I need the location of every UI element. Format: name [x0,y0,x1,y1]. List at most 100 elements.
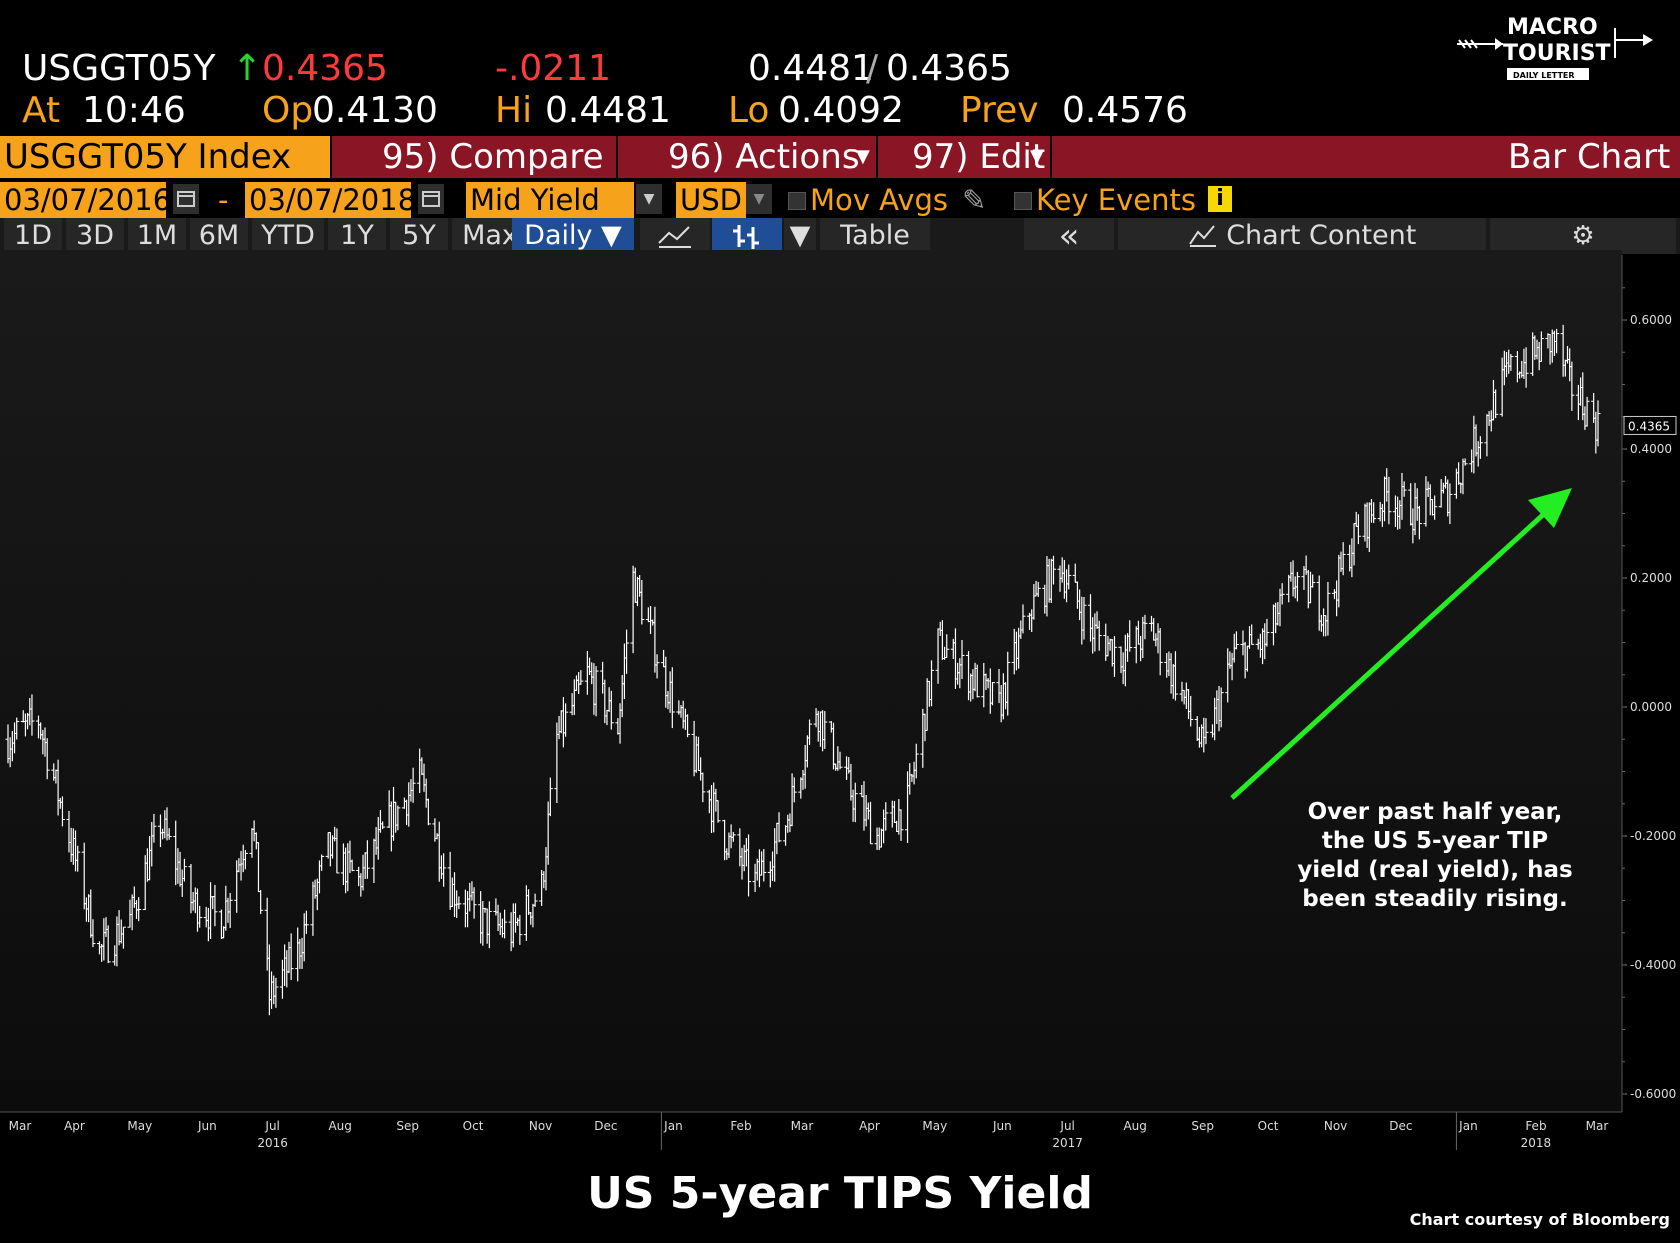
x-tick-label: Mar [9,1119,32,1133]
high-value: 0.4481 [545,90,671,131]
actions-button[interactable]: 96) Actions [668,137,860,177]
field-select[interactable]: Mid Yield [466,182,634,218]
edit-button[interactable]: 97) Edit [912,137,1046,177]
start-date-input[interactable]: 03/07/2016 [0,182,171,218]
toolbar-divider [876,136,878,178]
key-events-checkbox[interactable] [1014,192,1032,210]
info-icon[interactable]: i [1208,186,1232,212]
toolbar-bar [332,136,1680,178]
chart-content-label: Chart Content [1226,220,1417,251]
x-tick-label: Apr [64,1119,85,1133]
annotation-line: the US 5-year TIP [1321,828,1549,854]
x-year-label: 2017 [1052,1136,1083,1150]
chart-caption: US 5-year TIPS Yield [587,1168,1093,1219]
pencil-icon[interactable]: ✎ [962,183,987,217]
high-label: Hi [495,90,533,131]
y-tick-label: -0.4000 [1630,958,1676,972]
currency-dropdown-icon[interactable]: ▼ [746,184,772,214]
calendar-icon[interactable] [418,184,444,214]
x-tick-label: Jun [992,1119,1012,1133]
chart-style-dropdown-icon[interactable]: ▼ [784,218,816,254]
end-date-input[interactable]: 03/07/2018 [245,182,416,218]
x-tick-label: May [922,1119,947,1133]
svg-text:MACRO: MACRO [1507,15,1598,40]
toolbar-divider [616,136,618,178]
tab-5y[interactable]: 5Y [390,218,448,254]
chart-type-label[interactable]: Bar Chart [1508,137,1671,177]
net-change: -.0211 [495,48,612,89]
open-value: 0.4130 [312,90,438,131]
trend-arrow-head [1528,488,1572,528]
price-chart[interactable]: 0.6000 0.4000 0.2000 0.0000 -0.2000 -0.4000 -0… [0,250,1680,1155]
mov-avgs-label[interactable]: Mov Avgs [810,183,948,217]
low-label: Lo [728,90,770,131]
currency-select[interactable]: USD [676,182,746,218]
svg-text:DAILY LETTER: DAILY LETTER [1513,71,1575,80]
mov-avgs-checkbox[interactable] [788,192,806,210]
y-tick-label: 0.0000 [1630,700,1672,714]
annotation-line: yield (real yield), has [1297,857,1573,883]
x-tick-label: Jan [663,1119,683,1133]
x-tick-label: Jul [1059,1119,1074,1133]
last-price: 0.4365 [262,48,388,89]
y-tick-label: 0.2000 [1630,571,1672,585]
up-arrow-icon: ↑ [232,48,263,89]
bid-value: 0.4481 [748,48,874,89]
y-tick-label: -0.2000 [1630,829,1676,843]
tab-1m[interactable]: 1M [128,218,186,254]
x-tick-label: Jun [197,1119,217,1133]
settings-row: 03/07/2016 - 03/07/2018 Mid Yield ▼ USD … [0,182,1680,218]
key-events-label[interactable]: Key Events [1036,183,1196,217]
chart-content-button[interactable]: Chart Content [1118,218,1486,254]
open-label: Op [262,90,314,131]
x-tick-label: Jan [1458,1119,1478,1133]
last-price-label: 0.4365 [1628,419,1670,433]
x-tick-label: Feb [730,1119,751,1133]
x-tick-label: Mar [1586,1119,1609,1133]
chart-credit: Chart courtesy of Bloomberg [1409,1210,1670,1229]
plot-area [0,250,1622,1112]
svg-text:TOURIST: TOURIST [1503,41,1611,66]
trend-arrow-line [1230,511,1547,800]
x-tick-label: Aug [1123,1119,1146,1133]
table-button[interactable]: Table [820,218,930,254]
prev-label: Prev [960,90,1039,131]
ask-value: 0.4365 [886,48,1012,89]
x-tick-label: Oct [1258,1119,1279,1133]
ticker: USGGT05Y [22,48,216,89]
x-tick-label: May [127,1119,152,1133]
x-tick-label: Sep [1191,1119,1214,1133]
x-tick-label: Oct [463,1119,484,1133]
y-tick-label: 0.6000 [1630,313,1672,327]
x-tick-label: Sep [396,1119,419,1133]
x-year-label: 2016 [257,1136,288,1150]
x-tick-label: Feb [1525,1119,1546,1133]
edit-dropdown-icon[interactable]: ▼ [1030,146,1044,167]
at-label: At [22,90,61,131]
actions-dropdown-icon[interactable]: ▼ [856,146,870,167]
tab-6m[interactable]: 6M [190,218,248,254]
collapse-icon[interactable]: « [1024,218,1114,254]
period-select[interactable]: Daily ▼ [512,218,634,254]
annotation-line: Over past half year, [1307,799,1563,825]
chart-content-icon [1188,220,1227,251]
calendar-icon[interactable] [173,184,199,214]
x-tick-label: Apr [859,1119,880,1133]
bid-ask-separator: / [866,48,879,89]
tab-1y[interactable]: 1Y [328,218,386,254]
field-dropdown-icon[interactable]: ▼ [636,184,662,214]
tab-ytd[interactable]: YTD [252,218,324,254]
annotation-text: Over past half year, the US 5-year TIP y… [1255,798,1615,914]
x-tick-label: Dec [1389,1119,1412,1133]
line-chart-icon[interactable] [640,218,710,254]
settings-gear-icon[interactable]: ⚙ [1490,218,1676,254]
x-tick-label: Mar [791,1119,814,1133]
security-field[interactable]: USGGT05Y Index [0,136,330,178]
compare-button[interactable]: 95) Compare [382,137,604,177]
x-tick-label: Nov [529,1119,552,1133]
tab-3d[interactable]: 3D [66,218,124,254]
tab-1d[interactable]: 1D [4,218,62,254]
x-tick-label: Nov [1324,1119,1347,1133]
date-range-dash: - [218,183,229,217]
bar-chart-icon[interactable] [712,218,782,254]
